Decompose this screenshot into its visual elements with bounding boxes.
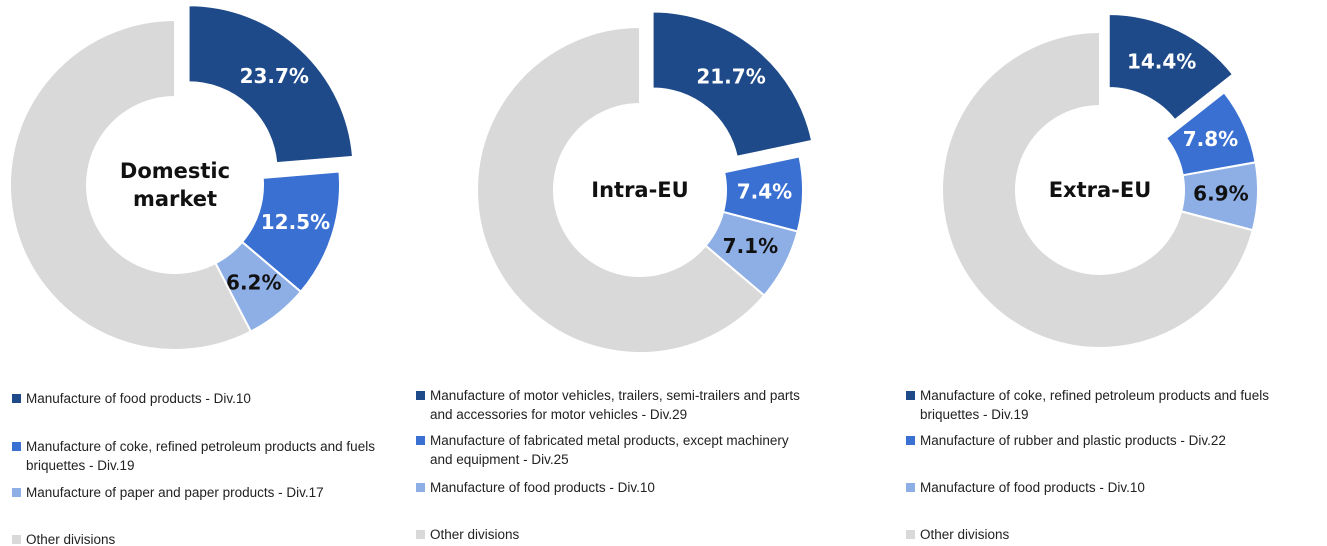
donut-slice bbox=[941, 30, 1255, 349]
legend-swatch bbox=[12, 488, 21, 497]
legend-swatch bbox=[12, 394, 21, 403]
legend-label: Manufacture of fabricated metal products… bbox=[430, 433, 789, 467]
legend-swatch bbox=[906, 530, 915, 539]
value-label: 7.1% bbox=[723, 234, 778, 258]
center-label: Intra-EU bbox=[591, 178, 689, 202]
legend-swatch bbox=[906, 483, 915, 492]
legend-item: Manufacture of coke, refined petroleum p… bbox=[12, 437, 406, 475]
donut-slice bbox=[9, 18, 253, 351]
legend-label: Manufacture of paper and paper products … bbox=[26, 485, 324, 500]
legend-label: Other divisions bbox=[920, 527, 1010, 542]
value-label: 6.9% bbox=[1193, 181, 1248, 205]
value-label: 14.4% bbox=[1127, 50, 1196, 74]
legend-label: Manufacture of food products - Div.10 bbox=[26, 391, 251, 406]
legend-item: Manufacture of coke, refined petroleum p… bbox=[906, 386, 1300, 424]
legend-label: Manufacture of motor vehicles, trailers,… bbox=[430, 388, 800, 422]
legend-swatch bbox=[416, 391, 425, 400]
legend-label: Manufacture of food products - Div.10 bbox=[920, 480, 1145, 495]
donut-slice bbox=[651, 10, 814, 158]
legend-swatch bbox=[416, 436, 425, 445]
legend-swatch bbox=[416, 483, 425, 492]
legend-label: Other divisions bbox=[430, 527, 520, 542]
legend-item: Manufacture of motor vehicles, trailers,… bbox=[416, 386, 810, 424]
value-label: 12.5% bbox=[261, 210, 330, 234]
donut-slice bbox=[1107, 13, 1235, 122]
legend-label: Manufacture of coke, refined petroleum p… bbox=[26, 439, 375, 473]
legend-item: Manufacture of fabricated metal products… bbox=[416, 431, 810, 469]
legend-swatch bbox=[906, 391, 915, 400]
legend-item: Manufacture of food products - Div.10 bbox=[906, 478, 1300, 497]
legend-item: Manufacture of rubber and plastic produc… bbox=[906, 431, 1300, 450]
legend-item: Manufacture of paper and paper products … bbox=[12, 483, 406, 502]
legend-item: Other divisions bbox=[906, 525, 1300, 544]
value-label: 21.7% bbox=[696, 64, 765, 88]
legend-label: Manufacture of rubber and plastic produc… bbox=[920, 433, 1226, 448]
donut-slice bbox=[476, 25, 766, 354]
legend-item: Manufacture of food products - Div.10 bbox=[12, 389, 406, 408]
donut-slice bbox=[187, 4, 355, 165]
legend-label: Other divisions bbox=[26, 532, 116, 546]
legend-label: Manufacture of food products - Div.10 bbox=[430, 480, 655, 495]
legend-item: Other divisions bbox=[416, 525, 810, 544]
legend-swatch bbox=[12, 535, 21, 544]
legend-swatch bbox=[906, 436, 915, 445]
center-label: Domestic market bbox=[119, 159, 231, 211]
legend-swatch bbox=[12, 442, 21, 451]
value-label: 7.8% bbox=[1183, 127, 1238, 151]
value-label: 6.2% bbox=[226, 270, 281, 294]
legend-swatch bbox=[416, 530, 425, 539]
legend-label: Manufacture of coke, refined petroleum p… bbox=[920, 388, 1269, 422]
legend-item: Manufacture of food products - Div.10 bbox=[416, 478, 810, 497]
value-label: 23.7% bbox=[240, 64, 309, 88]
legend-item: Other divisions bbox=[12, 530, 406, 546]
value-label: 7.4% bbox=[737, 180, 792, 204]
center-label: Extra-EU bbox=[1048, 178, 1152, 202]
